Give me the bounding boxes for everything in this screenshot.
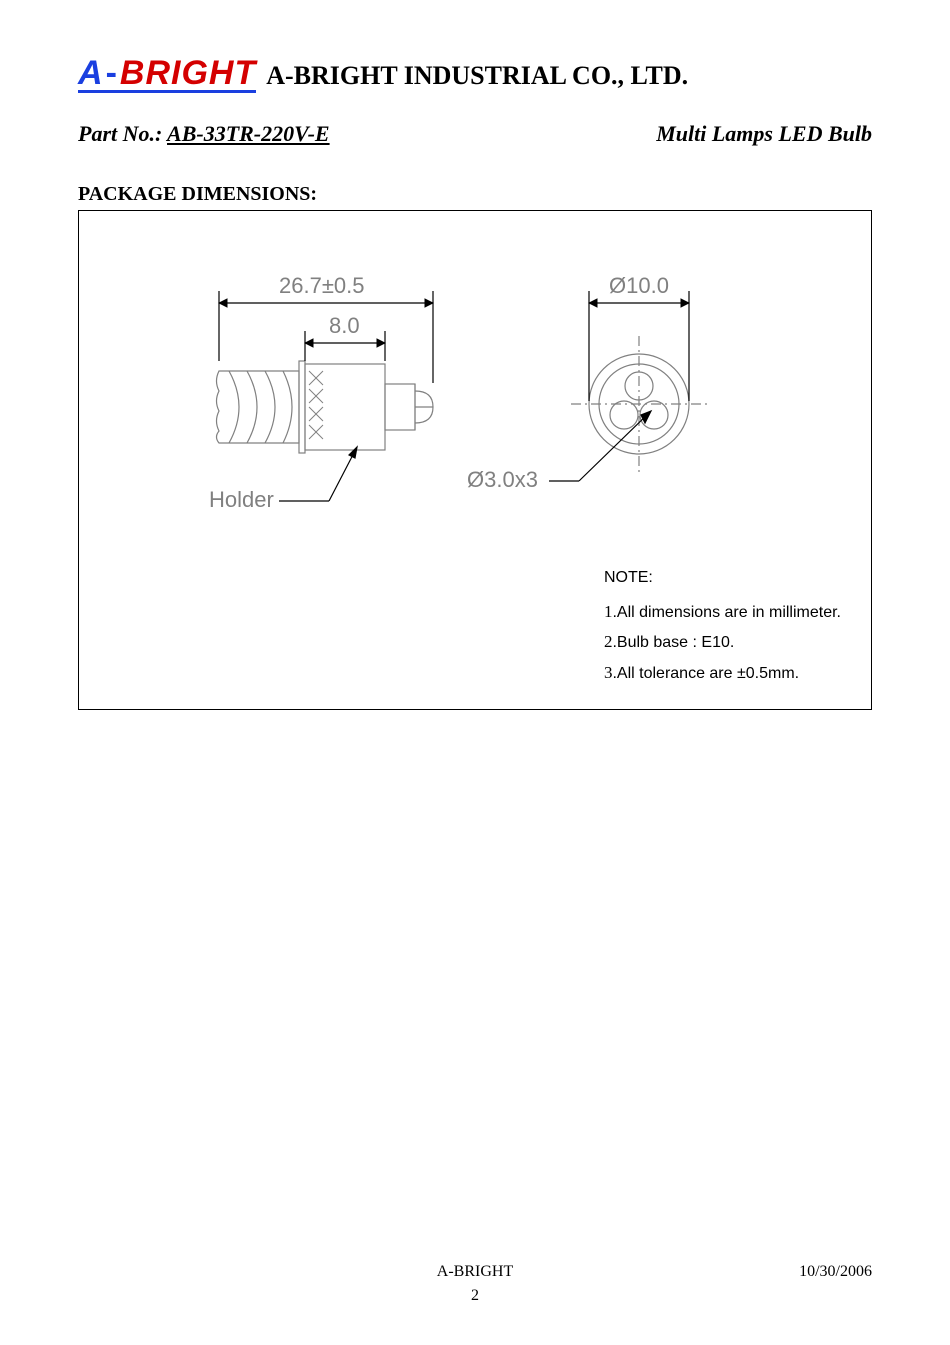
page: A - BRIGHT A-BRIGHT INDUSTRIAL CO., LTD.… xyxy=(0,0,950,1345)
logo-dash: - xyxy=(104,56,120,90)
logo: A - BRIGHT xyxy=(78,56,256,93)
logo-bright: BRIGHT xyxy=(120,56,256,90)
drawing-svg: 26.7±0.5 8.0 Holder xyxy=(79,211,869,571)
partno-label: Part No.: xyxy=(78,121,167,146)
note-item: 1.All dimensions are in millimeter. xyxy=(604,597,841,628)
note-item: 2.Bulb base : E10. xyxy=(604,627,841,658)
product-title: Multi Lamps LED Bulb xyxy=(656,121,872,147)
svg-text:Ø10.0: Ø10.0 xyxy=(609,273,669,298)
footer-date: 10/30/2006 xyxy=(799,1263,872,1281)
note-item: 3.All tolerance are ±0.5mm. xyxy=(604,658,841,689)
footer-company: A-BRIGHT xyxy=(437,1263,513,1281)
header: A - BRIGHT A-BRIGHT INDUSTRIAL CO., LTD. xyxy=(78,56,872,93)
svg-text:Holder: Holder xyxy=(209,487,274,512)
drawing-box: 26.7±0.5 8.0 Holder xyxy=(78,210,872,710)
svg-text:8.0: 8.0 xyxy=(329,313,360,338)
part-number: Part No.: AB-33TR-220V-E xyxy=(78,121,330,147)
svg-text:Ø3.0x3: Ø3.0x3 xyxy=(467,467,538,492)
notes-block: NOTE: 1.All dimensions are in millimeter… xyxy=(604,564,841,689)
notes-title: NOTE: xyxy=(604,564,841,593)
footer-page: 2 xyxy=(471,1287,479,1305)
svg-text:26.7±0.5: 26.7±0.5 xyxy=(279,273,364,298)
logo-letter-a: A xyxy=(78,56,104,90)
section-title: PACKAGE DIMENSIONS: xyxy=(78,183,872,206)
subheader: Part No.: AB-33TR-220V-E Multi Lamps LED… xyxy=(78,121,872,147)
company-name: A-BRIGHT INDUSTRIAL CO., LTD. xyxy=(266,61,688,91)
partno-value: AB-33TR-220V-E xyxy=(167,121,330,146)
